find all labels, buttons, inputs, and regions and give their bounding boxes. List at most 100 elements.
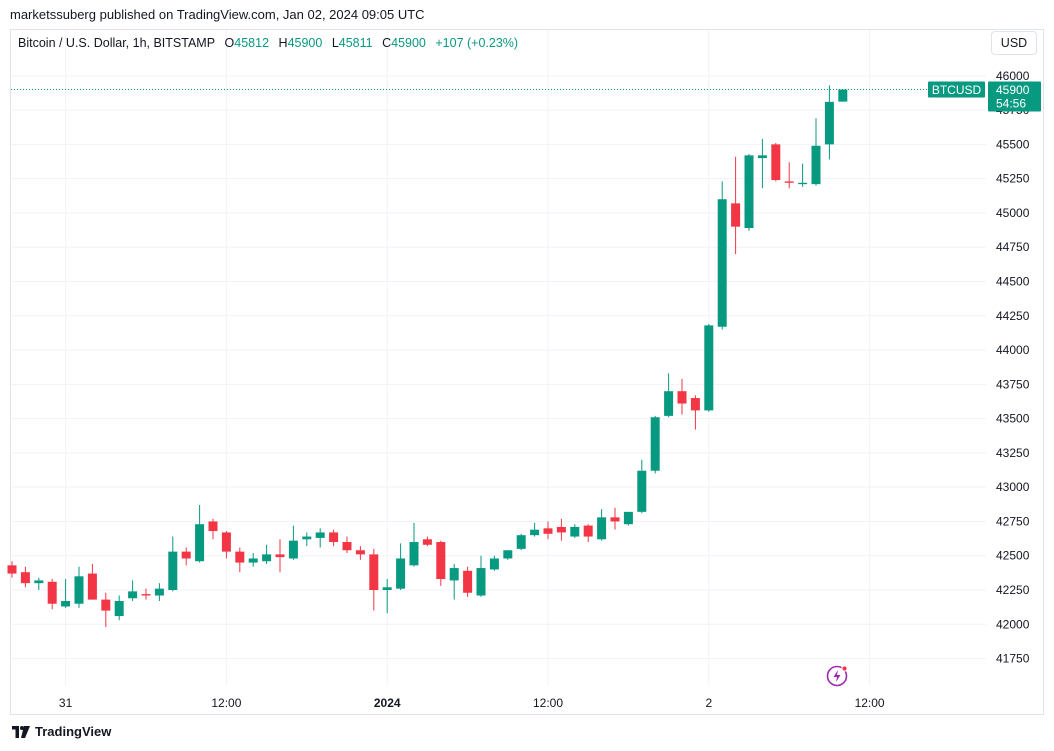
candle-body[interactable] — [168, 551, 178, 591]
candle-body[interactable] — [114, 600, 124, 617]
candle-body[interactable] — [784, 181, 794, 183]
candle-body[interactable] — [47, 581, 57, 604]
candle-body[interactable] — [101, 599, 111, 611]
candle-body[interactable] — [597, 517, 607, 540]
candle-body[interactable] — [369, 554, 379, 591]
low-label: L — [331, 36, 339, 50]
candle-body[interactable] — [288, 540, 298, 559]
candle-body[interactable] — [128, 591, 138, 599]
candle-body[interactable] — [744, 155, 754, 229]
candle-body[interactable] — [248, 558, 258, 563]
tradingview-brand[interactable]: TradingView — [12, 724, 111, 739]
candle-body[interactable] — [664, 391, 674, 416]
price-tag-value: 45900 — [996, 83, 1030, 97]
candle-body[interactable] — [181, 551, 191, 559]
candle-body[interactable] — [208, 521, 218, 532]
candle-body[interactable] — [530, 529, 540, 536]
candle-body[interactable] — [34, 580, 44, 584]
price-tick-label: 45500 — [996, 137, 1030, 151]
high-label: H — [278, 36, 288, 50]
candle-body[interactable] — [221, 532, 231, 552]
candle-body[interactable] — [717, 199, 727, 327]
lightning-icon[interactable] — [825, 664, 849, 688]
candle-body[interactable] — [757, 155, 767, 159]
tradingview-logo-icon — [12, 725, 30, 738]
candle-body[interactable] — [436, 542, 446, 580]
candle-body[interactable] — [7, 565, 17, 574]
candle-body[interactable] — [74, 576, 84, 604]
candle-body[interactable] — [235, 551, 245, 563]
price-tick-label: 42000 — [996, 617, 1030, 631]
price-tick-label: 45250 — [996, 172, 1030, 186]
candle-body[interactable] — [690, 398, 700, 411]
price-tick-label: 44250 — [996, 309, 1030, 323]
price-tick-label: 43500 — [996, 412, 1030, 426]
candle-body[interactable] — [20, 572, 30, 584]
candle-body[interactable] — [798, 182, 808, 185]
time-tick-label: 31 — [59, 696, 73, 710]
close-value: 45900 — [391, 36, 426, 50]
price-tick-label: 44750 — [996, 240, 1030, 254]
price-tick-label: 46000 — [996, 69, 1030, 83]
candle-body[interactable] — [141, 594, 151, 596]
price-axis[interactable]: 41750 42000 42250 42500 42750 43000 43250 43500… — [996, 69, 1030, 666]
chart-grid — [11, 30, 986, 686]
candle-body[interactable] — [154, 588, 164, 596]
time-tick-label: 12:00 — [855, 696, 885, 710]
candle-body[interactable] — [382, 587, 392, 591]
close-label: C — [382, 36, 392, 50]
candle-body[interactable] — [677, 391, 687, 404]
candle-body[interactable] — [516, 535, 526, 549]
candle-body[interactable] — [355, 550, 365, 555]
symbol-title: Bitcoin / U.S. Dollar, 1h, BITSTAMP — [18, 36, 216, 50]
candle-body[interactable] — [463, 570, 473, 593]
candle-body[interactable] — [61, 600, 71, 607]
candle-body[interactable] — [342, 542, 352, 551]
publish-line: marketssuberg published on TradingView.c… — [10, 7, 425, 22]
candle-body[interactable] — [275, 554, 285, 558]
candle-body[interactable] — [556, 526, 566, 533]
time-tick-label: 2024 — [374, 696, 401, 710]
candle-body[interactable] — [583, 525, 593, 537]
candle-body[interactable] — [623, 511, 633, 525]
candle-body[interactable] — [329, 532, 339, 543]
candle-body[interactable] — [838, 89, 848, 102]
currency-button[interactable]: USD — [991, 31, 1037, 55]
brand-name: TradingView — [35, 724, 112, 739]
candle-body[interactable] — [637, 470, 647, 512]
chart-frame — [10, 29, 1044, 715]
candle-body[interactable] — [650, 417, 660, 471]
candle-body[interactable] — [489, 558, 499, 570]
candle-body[interactable] — [262, 554, 272, 562]
candle-body[interactable] — [449, 568, 459, 581]
candle-body[interactable] — [771, 144, 781, 181]
candle-body[interactable] — [396, 558, 406, 589]
candle-body[interactable] — [476, 568, 486, 596]
low-value: 45811 — [338, 36, 373, 50]
candle-body[interactable] — [704, 325, 714, 411]
high-value: 45900 — [287, 36, 323, 50]
candle-body[interactable] — [87, 573, 97, 600]
candle-body[interactable] — [570, 526, 580, 537]
open-label: O — [224, 36, 235, 50]
price-tick-label: 42750 — [996, 514, 1030, 528]
candle-body[interactable] — [195, 524, 205, 562]
candle-body[interactable] — [422, 539, 432, 545]
candle-body[interactable] — [811, 145, 821, 185]
candle-body[interactable] — [409, 542, 419, 566]
candle-body[interactable] — [731, 203, 741, 227]
candle-body[interactable] — [824, 101, 834, 145]
candle-body[interactable] — [503, 550, 513, 559]
time-axis[interactable]: 31 12:00 2024 12:00 2 12:00 — [59, 696, 885, 710]
candle-body[interactable] — [543, 528, 553, 534]
candle-body[interactable] — [610, 517, 620, 522]
price-tick-label: 43000 — [996, 480, 1030, 494]
candle-body[interactable] — [302, 536, 312, 540]
candles-group — [7, 85, 848, 628]
candle-body[interactable] — [315, 532, 325, 538]
time-tick-label: 12:00 — [211, 696, 241, 710]
time-tick-label: 12:00 — [533, 696, 563, 710]
price-tick-label: 43750 — [996, 377, 1030, 391]
